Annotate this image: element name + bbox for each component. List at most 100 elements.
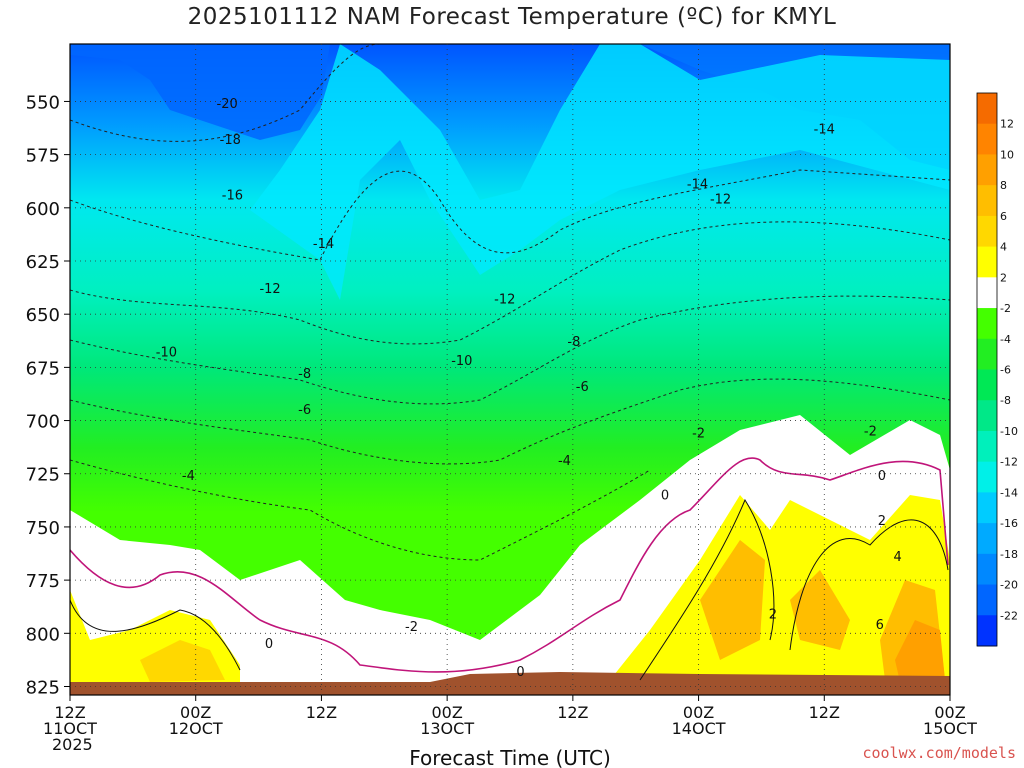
y-tick-label: 825 [26,677,60,698]
colorbar-label: -22 [1000,609,1018,622]
colorbar-label: 6 [1000,210,1007,223]
plot-area [70,44,950,695]
contour-label: -14 [814,122,835,137]
contour-label: -14 [687,178,708,193]
contour-label: -2 [864,424,877,439]
colorbar-swatch [977,93,997,125]
plot-border [69,43,951,696]
warm-orange-left [140,640,225,682]
y-tick-label: 575 [26,146,60,167]
warm-orange-right [700,540,945,680]
contour-label: -6 [576,380,589,395]
warm-yellow-right [610,495,950,695]
colorbar-label: -12 [1000,456,1018,469]
x-axis-label: Forecast Time (UTC) [409,746,611,768]
colorbar-swatch [977,246,997,278]
x-tick-label: 13OCT [420,719,474,738]
x-tick-label: 14OCT [672,719,726,738]
contour-label: -10 [451,354,472,369]
y-tick-label: 675 [26,358,60,379]
contour-label: -8 [567,335,580,350]
credit-label: coolwx.com/models [862,744,1016,762]
contour-label: -12 [710,193,731,208]
x-tick-label: 12Z [54,703,85,722]
contour-label: 2 [769,607,777,622]
colorbar-label: -2 [1000,302,1011,315]
contour-label: -12 [259,282,280,297]
x-tick-label: 12Z [306,703,337,722]
colorbar-swatch [977,369,997,401]
colorbar-label: -14 [1000,486,1018,499]
colorbar-swatch [977,584,997,616]
colorbar-swatch [977,154,997,186]
colorbar-label: -10 [1000,425,1018,438]
x-tick-label: 2025 [52,735,93,754]
y-tick-label: 700 [26,412,60,433]
contour-label: -20 [217,97,238,112]
contour-lines [70,44,950,561]
colorbar-swatch [977,338,997,370]
contour-labels: -20-18-16-14-12-10-8-6-40-20-10-12-8-6-4… [156,97,902,680]
contour-label: 4 [893,550,901,565]
colorbar-label: 4 [1000,241,1007,254]
x-tick-label: 12Z [557,703,588,722]
gridlines [70,44,950,695]
colorbar-swatch [977,523,997,555]
colorbar-swatch [977,430,997,463]
y-tick-label: 725 [26,465,60,486]
contour-label: 2 [878,514,886,529]
x-tick-label: 00Z [180,703,211,722]
x-tick-label: 00Z [683,703,714,722]
colorbar-swatch [977,123,997,155]
x-tick-label: 00Z [431,703,462,722]
colorbar-label: 10 [1000,148,1014,161]
contour-label: 0 [661,488,669,503]
colorbar-label: 12 [1000,118,1014,131]
contour-label: -18 [220,133,241,148]
warm-deep-orange [895,620,945,682]
y-tick-label: 625 [26,252,60,273]
colorbar-label: -8 [1000,394,1011,407]
solid-contours [70,498,949,681]
x-tick-label: 00Z [934,703,965,722]
colorbar-label: 2 [1000,271,1007,284]
y-axis: 550 575 600 625 650 675 700 725 750 775 800 825 [26,92,70,698]
contour-label: 0 [516,665,524,680]
colorbar-label: -18 [1000,548,1018,561]
ground-bump [430,672,950,695]
y-tick-label: 775 [26,571,60,592]
contour-label: -4 [558,454,571,469]
colorbar-label: -6 [1000,364,1011,377]
colorbar-swatch [977,615,997,647]
contour-label: -2 [692,427,705,442]
colorbar-swatch [977,553,997,586]
x-tick-label: 11OCT [43,719,97,738]
contour-label: 0 [265,637,273,652]
chart-title: 2025101112 NAM Forecast Temperature (ºC)… [187,4,837,30]
colorbar: 12 10 8 6 4 2 -2 -4 -6 -8 -10 -12 -14 -16 -18 -20 -22 [976,92,1018,647]
contour-label: 0 [878,469,886,484]
y-tick-label: 550 [26,92,60,113]
colorbar-label: 8 [1000,179,1007,192]
colorbar-border [976,92,998,647]
x-tick-label: 12Z [809,703,840,722]
colorbar-swatch [977,277,997,309]
contour-label: -12 [494,293,515,308]
y-tick-label: 650 [26,305,60,326]
contour-label: -16 [222,188,243,203]
cold-core-region [70,44,330,140]
contour-label: 6 [876,618,884,633]
colorbar-swatch [977,308,997,340]
zero-contour [70,457,949,673]
colorbar-swatch [977,215,997,248]
contour-label: -4 [182,469,195,484]
contour-label: -8 [298,367,311,382]
y-tick-label: 600 [26,199,60,220]
colorbar-label: -16 [1000,517,1018,530]
colorbar-label: -20 [1000,579,1018,592]
contour-label: -6 [298,403,311,418]
contour-label: -14 [313,237,334,252]
y-tick-label: 750 [26,518,60,539]
